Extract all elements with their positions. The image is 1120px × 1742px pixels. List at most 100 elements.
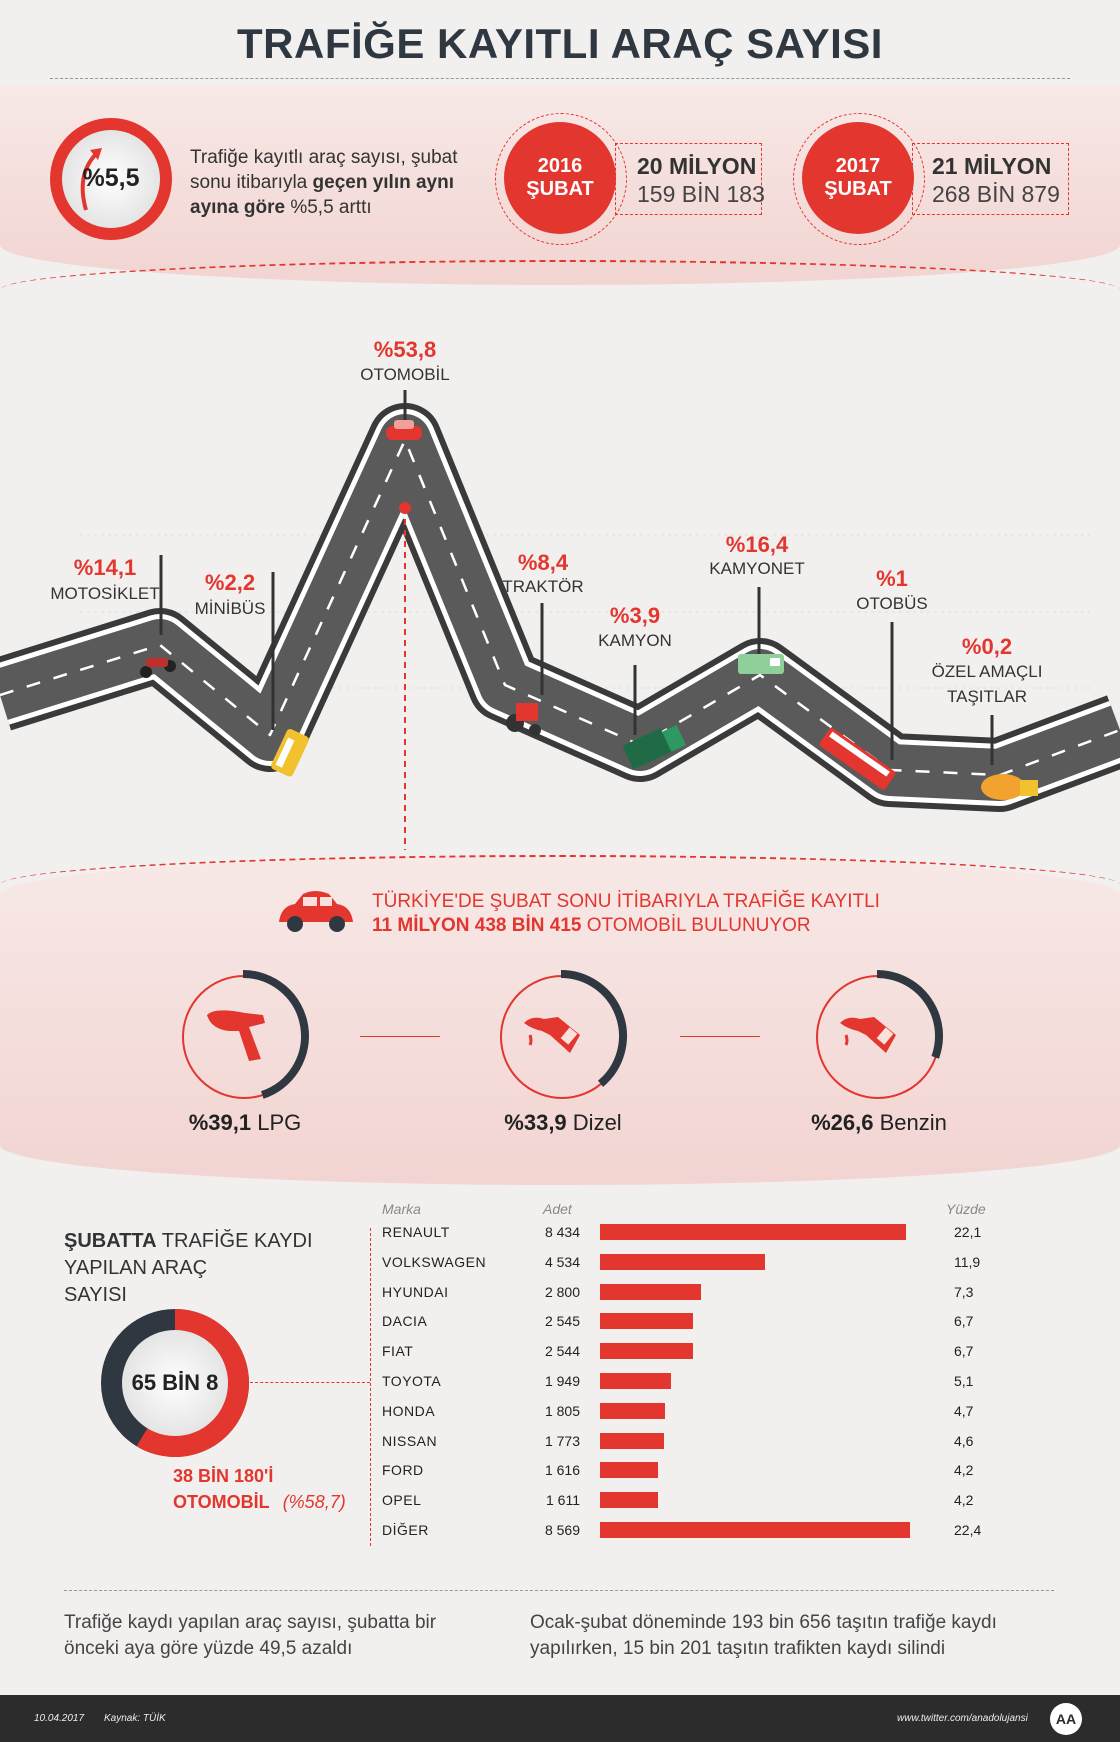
- brand-percent: 4,7: [954, 1402, 974, 1419]
- brand-bar: [600, 1373, 671, 1389]
- up-arrow-icon: [80, 148, 102, 211]
- header-pct: Yüzde: [946, 1201, 986, 1217]
- fuel-pct-lpg: %39,1: [188, 1110, 252, 1135]
- car-callout-dot: [399, 502, 411, 514]
- brand-bar: [600, 1522, 910, 1538]
- label-special: ÖZEL AMAÇLI: [931, 662, 1043, 681]
- monthly-title-1: TRAFİĞE KAYDI: [161, 1230, 313, 1252]
- brand-count: 2 800: [544, 1283, 580, 1300]
- brand-percent: 4,2: [954, 1462, 974, 1479]
- stat-2017-year: 2017: [835, 155, 881, 177]
- tractor-icon: [506, 703, 541, 736]
- note-right-2: yapılırken, 15 bin 201 taşıtın trafikten…: [530, 1638, 946, 1659]
- fuel-label-diesel: %33,9 Dizel: [478, 1110, 648, 1136]
- mixer-truck-icon: [981, 774, 1038, 800]
- table-row: HYUNDAI 2 800 7,3: [382, 1283, 1102, 1314]
- stat-2016-circle: 2016 ŞUBAT: [504, 122, 616, 234]
- brand-bar: [600, 1402, 666, 1419]
- road-chart: [0, 390, 1120, 850]
- aa-logo-icon: AA: [1050, 1703, 1082, 1735]
- fuel-label-gasoline: %26,6 Benzin: [794, 1110, 964, 1136]
- label-bus: OTOBÜS: [856, 594, 928, 613]
- brand-name: NISSAN: [382, 1432, 438, 1449]
- brand-count: 1 616: [544, 1462, 580, 1479]
- car-large-icon: [279, 891, 353, 932]
- table-row: DİĞER 8 569 22,4: [382, 1522, 1102, 1552]
- footer-twitter[interactable]: www.twitter.com/anadolujansi: [897, 1713, 1028, 1724]
- table-row: RENAULT 8 434 22,1: [382, 1224, 1102, 1254]
- brand-bar: [600, 1283, 702, 1300]
- brand-name: VOLKSWAGEN: [382, 1253, 487, 1270]
- fuel-name-gasoline: Benzin: [879, 1110, 947, 1135]
- brand-percent: 4,2: [954, 1492, 974, 1509]
- growth-inner: [62, 130, 160, 228]
- pct-special: %0,2: [961, 634, 1013, 659]
- pct-motorcycle: %14,1: [73, 555, 137, 580]
- label-motorcycle: MOTOSİKLET: [50, 584, 160, 603]
- pct-truck: %3,9: [609, 603, 661, 628]
- growth-text-d: ayına göre: [190, 197, 286, 218]
- brand-name: OPEL: [382, 1492, 422, 1509]
- brand-bar: [600, 1492, 659, 1509]
- monthly-title: ŞUBATTA TRAFİĞE KAYDI YAPILAN ARAÇ SAYIS…: [64, 1228, 313, 1309]
- donut-center: [122, 1330, 228, 1436]
- stat-2017-month: ŞUBAT: [824, 178, 892, 200]
- pct-bus: %1: [876, 566, 908, 591]
- monthly-title-2: YAPILAN ARAÇ: [64, 1257, 208, 1279]
- brand-count: 1 773: [544, 1432, 580, 1449]
- footer-source: Kaynak: TÜİK: [104, 1713, 166, 1724]
- cars-line1: TÜRKİYE'DE ŞUBAT SONU İTİBARIYLA TRAFİĞE…: [372, 891, 880, 912]
- fuel-label-lpg: %39,1 LPG: [160, 1110, 330, 1136]
- table-row: VOLKSWAGEN 4 534 11,9: [382, 1253, 1102, 1284]
- label-minibus: MİNİBÜS: [194, 599, 266, 618]
- table-row: FORD 1 616 4,2: [382, 1462, 1102, 1492]
- brand-count: 2 544: [544, 1343, 580, 1360]
- note-right: Ocak-şubat döneminde 193 bin 656 taşıtın…: [530, 1610, 997, 1662]
- fuel-pct-gasoline: %26,6: [811, 1110, 874, 1135]
- monthly-total: 65 BİN 8: [131, 1370, 219, 1395]
- cars-line2-rest: OTOMOBİL BULUNUYOR: [586, 915, 811, 936]
- note-left-2: önceki aya göre yüzde 49,5 azaldı: [64, 1638, 353, 1659]
- cars-line2-bold: 11 MİLYON 438 BİN 415: [372, 915, 582, 936]
- header-brand: Marka: [382, 1201, 421, 1217]
- fuel-connector-2: [680, 1036, 760, 1037]
- brand-name: HONDA: [382, 1402, 436, 1419]
- notes-divider: [64, 1590, 1054, 1591]
- brand-percent: 7,3: [954, 1283, 974, 1300]
- growth-percent: %5,5: [82, 164, 140, 192]
- brand-count: 1 805: [544, 1402, 580, 1419]
- brand-count: 8 569: [544, 1522, 580, 1538]
- bus-icon: [819, 728, 896, 790]
- stat-2016-year: 2016: [537, 155, 583, 177]
- brand-name: FORD: [382, 1462, 424, 1479]
- growth-text-a: Trafiğe kayıtlı araç sayısı, şubat: [190, 147, 458, 168]
- monthly-title-bold: ŞUBATTA: [64, 1230, 157, 1252]
- table-row: DACIA 2 545 6,7: [382, 1313, 1102, 1343]
- monthly-cars-label: OTOMOBİL: [173, 1492, 270, 1512]
- stat-2016-line1: 20 MİLYON: [637, 153, 757, 179]
- brand-percent: 6,7: [954, 1313, 974, 1330]
- brand-name: RENAULT: [382, 1224, 450, 1240]
- brand-percent: 22,4: [954, 1522, 982, 1538]
- fuel-nozzle-icon-2: [840, 1017, 896, 1053]
- footer: 10.04.2017 Kaynak: TÜİK www.twitter.com/…: [0, 1695, 1120, 1742]
- monthly-cars-line1: 38 BİN 180'İ: [173, 1466, 274, 1486]
- table-row: HONDA 1 805 4,7: [382, 1402, 1102, 1433]
- brand-bar: [600, 1224, 906, 1240]
- page-title: TRAFİĞE KAYITLI ARAÇ SAYISI: [237, 20, 883, 67]
- note-right-1: Ocak-şubat döneminde 193 bin 656 taşıtın…: [530, 1612, 997, 1633]
- pct-van: %16,4: [725, 532, 789, 557]
- van-icon: [738, 654, 784, 674]
- growth-text-c: geçen yılın aynı: [312, 172, 455, 193]
- brand-bar: [600, 1253, 765, 1270]
- road-center-line: [0, 438, 1120, 777]
- top-band-dashed-curve: [0, 260, 1120, 302]
- car-icon: [386, 420, 422, 440]
- donut-cars: [136, 1309, 249, 1457]
- table-row: TOYOTA 1 949 5,1: [382, 1373, 1102, 1403]
- truck-icon: [622, 725, 686, 770]
- footer-date: 10.04.2017: [34, 1713, 85, 1724]
- stat-2017-circle: 2017 ŞUBAT: [802, 122, 914, 234]
- label-van: KAMYONET: [709, 559, 805, 578]
- note-left-1: Trafiğe kaydı yapılan araç sayısı, şubat…: [64, 1612, 437, 1633]
